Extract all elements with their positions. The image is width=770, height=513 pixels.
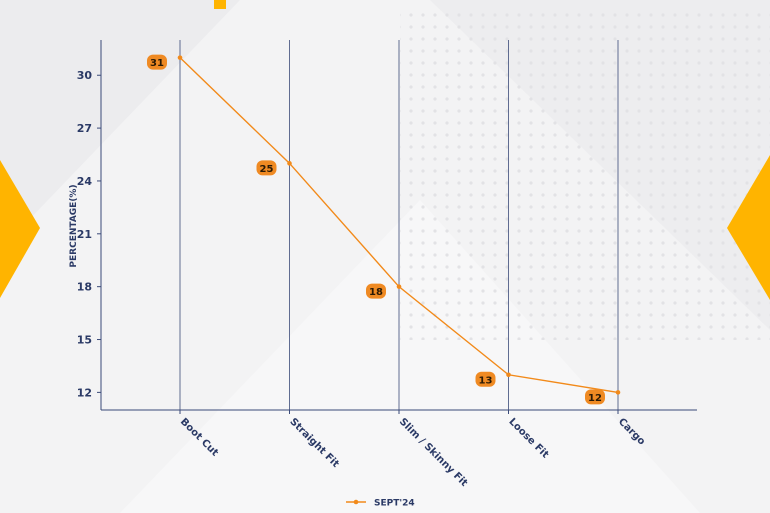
data-label: 12 (588, 393, 602, 404)
right-accent-shape (727, 155, 770, 300)
x-tick-label: Boot Cut (178, 416, 220, 458)
x-tick-label: Slim / Skinny Fit (397, 416, 470, 489)
data-label-badge (366, 283, 386, 299)
data-label-badge (585, 389, 605, 405)
data-label: 13 (479, 375, 493, 386)
y-tick-label: 18 (77, 281, 92, 294)
data-point (506, 372, 511, 378)
data-point (177, 55, 183, 60)
y-tick-label: 30 (77, 69, 93, 82)
legend-label: SEPT'24 (374, 499, 415, 509)
left-accent-shape (0, 160, 40, 298)
y-tick-label: 12 (77, 386, 92, 399)
data-label-badge (256, 160, 277, 176)
y-tick-label: 21 (77, 228, 92, 241)
data-point (396, 284, 402, 289)
legend-marker (353, 499, 359, 505)
top-accent-bar (214, 0, 226, 9)
x-tick-label: Straight Fit (287, 416, 341, 470)
data-label: 18 (369, 287, 383, 298)
data-point (287, 161, 292, 166)
x-tick-label: Loose Fit (506, 416, 550, 460)
data-point (615, 390, 621, 395)
data-label-badge (147, 54, 167, 70)
data-label: 25 (260, 164, 274, 175)
y-axis-label: PERCENTAGE(%) (69, 184, 79, 267)
y-tick-label: 27 (77, 122, 92, 135)
x-tick-label: Cargo (616, 416, 647, 447)
data-label: 31 (150, 58, 164, 69)
data-label-badge (475, 371, 496, 387)
y-tick-label: 15 (77, 334, 92, 347)
y-tick-label: 24 (77, 175, 93, 188)
